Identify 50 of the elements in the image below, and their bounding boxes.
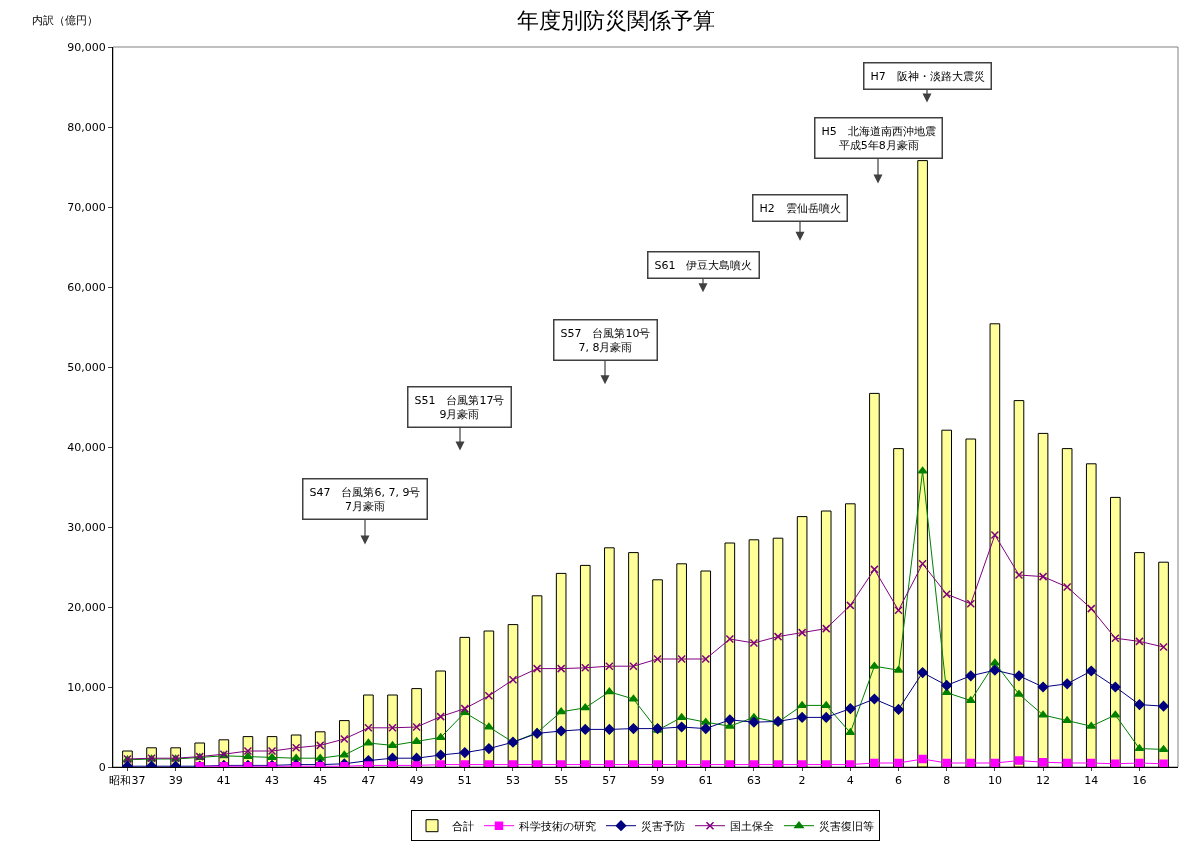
legend-label: 合計 — [452, 819, 474, 833]
x-tick-label: 8 — [943, 774, 951, 788]
x-tick-label: 59 — [650, 774, 665, 788]
annotation: S51 台風第17号 — [414, 393, 505, 407]
x-tick-label: 49 — [409, 774, 424, 788]
annotation: H2 雲仙岳噴火 — [759, 201, 841, 215]
y-tick-label: 40,000 — [67, 440, 106, 454]
y-tick-label: 70,000 — [67, 200, 106, 214]
x-tick-label: 6 — [895, 774, 902, 788]
legend-label: 災害予防 — [641, 819, 685, 833]
y-tick-label: 0 — [98, 760, 106, 774]
x-tick-label: 55 — [554, 774, 569, 788]
y-tick-label: 10,000 — [67, 680, 106, 694]
y-tick-label: 20,000 — [67, 600, 106, 614]
y-tick-label: 80,000 — [67, 120, 106, 134]
annotation: S47 台風第6, 7, 9号 — [309, 485, 421, 499]
x-tick-label: 14 — [1084, 774, 1099, 788]
y-tick-label: 50,000 — [67, 360, 106, 374]
x-tick-label: 41 — [216, 774, 231, 788]
chart-title: 年度別防災関係予算 — [516, 7, 715, 33]
x-tick-label: 57 — [602, 774, 617, 788]
x-tick-label: 4 — [846, 774, 854, 788]
x-tick-label: 61 — [698, 774, 713, 788]
x-tick-label: 12 — [1036, 774, 1051, 788]
y-axis-title: 内訳（億円） — [32, 14, 98, 27]
annotation: H7 阪神・淡路大震災 — [870, 69, 985, 83]
x-tick-label: 63 — [746, 774, 761, 788]
x-tick-label: 43 — [265, 774, 280, 788]
annotation: H5 北海道南西沖地震 — [821, 124, 936, 138]
legend-label: 災害復旧等 — [819, 819, 874, 833]
legend-label: 科学技術の研究 — [519, 819, 596, 833]
x-tick-label: 45 — [313, 774, 328, 788]
annotation: 9月豪雨 — [439, 407, 480, 421]
annotation: 平成5年8月豪雨 — [838, 138, 919, 152]
y-tick-label: 30,000 — [67, 520, 106, 534]
annotation: S61 伊豆大島噴火 — [654, 258, 753, 272]
x-tick-label: 昭和37 — [109, 774, 146, 788]
x-tick-label: 10 — [987, 774, 1002, 788]
annotation: 7, 8月豪雨 — [578, 340, 633, 354]
y-tick-label: 60,000 — [67, 280, 106, 294]
x-tick-label: 16 — [1132, 774, 1147, 788]
annotation: S57 台風第10号 — [560, 326, 651, 340]
x-tick-label: 51 — [457, 774, 472, 788]
x-tick-label: 39 — [168, 774, 183, 788]
legend-label: 国土保全 — [730, 819, 774, 833]
x-tick-label: 2 — [798, 774, 806, 788]
annotation: 7月豪雨 — [344, 499, 385, 513]
x-tick-label: 47 — [361, 774, 376, 788]
y-tick-label: 90,000 — [67, 40, 106, 54]
x-tick-label: 53 — [505, 774, 520, 788]
